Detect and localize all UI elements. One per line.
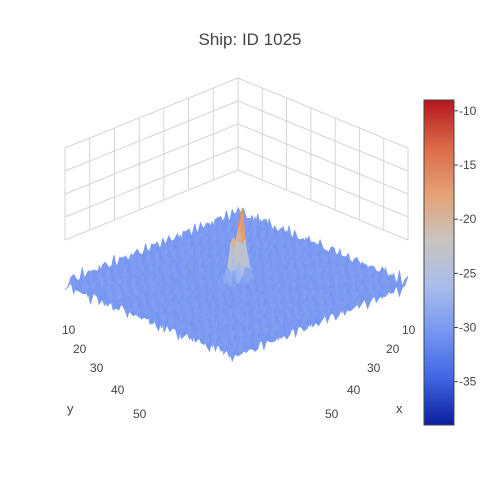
surface-cell	[401, 275, 409, 287]
surface	[64, 206, 409, 362]
gridline	[237, 100, 409, 172]
colorbar-tick-label: -35	[459, 375, 477, 389]
x-axis-label: x	[396, 401, 403, 416]
colorbar-tick-label: -10	[459, 104, 477, 118]
gridline	[237, 169, 409, 241]
y-tick-label: 20	[73, 342, 87, 356]
y-tick-label: 30	[90, 361, 104, 375]
colorbar	[423, 99, 455, 426]
x-tick-label: 50	[325, 407, 339, 421]
x-tick-label: 30	[367, 361, 381, 375]
chart-title: Ship: ID 1025	[198, 30, 302, 49]
gridline	[64, 77, 239, 149]
gridline	[237, 123, 409, 195]
y-tick-label: 40	[111, 383, 125, 397]
x-tick-label: 40	[347, 383, 361, 397]
gridline	[64, 169, 239, 241]
y-tick-label: 10	[62, 323, 76, 337]
gridline	[237, 77, 409, 149]
colorbar-tick-label: -15	[459, 158, 477, 172]
gridline	[64, 123, 239, 195]
grid-walls	[64, 77, 409, 241]
colorbar-tick-label: -25	[459, 266, 477, 280]
y-tick-label: 50	[133, 407, 147, 421]
x-tick-label: 20	[386, 342, 400, 356]
x-tick-label: 10	[402, 323, 416, 337]
colorbar-tick-label: -20	[459, 212, 477, 226]
gridline	[64, 100, 239, 172]
y-axis-label: y	[67, 401, 74, 416]
gridline	[237, 146, 409, 218]
gridline	[64, 146, 239, 218]
colorbar-tick-label: -30	[459, 321, 477, 335]
surface-cell	[231, 347, 239, 362]
